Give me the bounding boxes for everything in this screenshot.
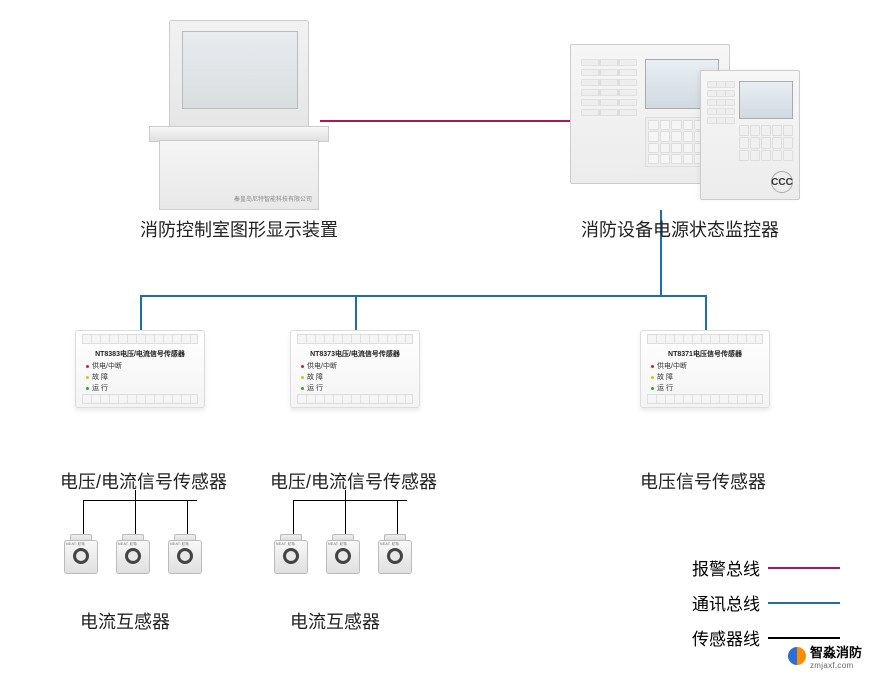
watermark: 智淼消防 zmjaxf.com	[788, 642, 862, 670]
sensor-title: NT8383电压/电流信号传感器	[84, 349, 196, 359]
watermark-logo-icon	[788, 647, 806, 665]
ccc-logo-icon: CCC	[771, 171, 793, 193]
sensor-status-rows: 供电/中断故 障运 行	[651, 361, 687, 394]
edge	[397, 500, 398, 534]
console-node: 秦皇岛尼特智能科技有限公司 消防控制室图形显示装置	[140, 20, 338, 242]
console-label: 消防控制室图形显示装置	[140, 216, 338, 242]
sensor-title: NT8371电压信号传感器	[649, 349, 761, 359]
edge	[293, 500, 294, 534]
sensor-status-rows: 供电/中断故 障运 行	[301, 361, 337, 394]
legend-label: 传感器线	[692, 625, 760, 650]
monitor-node: CCC 消防设备电源状态监控器	[570, 40, 790, 242]
edge	[83, 500, 197, 501]
current-transformer: NEAT 尼特	[374, 530, 416, 580]
edge	[705, 295, 707, 330]
sensor-status-rows: 供电/中断故 障运 行	[86, 361, 122, 394]
current-transformer: NEAT 尼特	[270, 530, 312, 580]
legend-swatch	[768, 602, 840, 604]
ct-group2-label: 电流互感器	[290, 608, 380, 634]
legend-label: 报警总线	[692, 555, 760, 580]
edge	[187, 500, 188, 534]
ct-group: NEAT 尼特NEAT 尼特NEAT 尼特	[60, 530, 206, 580]
edge	[293, 500, 407, 501]
current-transformer: NEAT 尼特	[112, 530, 154, 580]
monitor-illustration: CCC	[570, 40, 790, 210]
sensor3-label: 电压信号传感器	[640, 468, 766, 494]
edge	[135, 490, 136, 534]
sensor-group1-label: 电压/电流信号传感器	[60, 468, 227, 494]
edge	[320, 120, 570, 122]
ct-group: NEAT 尼特NEAT 尼特NEAT 尼特	[270, 530, 416, 580]
ct-group1-label: 电流互感器	[80, 608, 170, 634]
console-illustration: 秦皇岛尼特智能科技有限公司	[149, 20, 329, 210]
edge	[345, 490, 346, 534]
sensor-module: NT8383电压/电流信号传感器供电/中断故 障运 行	[75, 330, 205, 408]
sensor-group2-label: 电压/电流信号传感器	[270, 468, 437, 494]
legend-row: 报警总线	[692, 555, 840, 580]
sensor-illustration: NT8383电压/电流信号传感器供电/中断故 障运 行	[75, 330, 205, 408]
edge	[140, 295, 142, 330]
legend-row: 通讯总线	[692, 590, 840, 615]
monitor-label: 消防设备电源状态监控器	[581, 216, 779, 242]
current-transformer: NEAT 尼特	[164, 530, 206, 580]
sensor-module: NT8373电压/电流信号传感器供电/中断故 障运 行	[290, 330, 420, 408]
current-transformer: NEAT 尼特	[60, 530, 102, 580]
legend-swatch	[768, 567, 840, 569]
sensor-illustration: NT8373电压/电流信号传感器供电/中断故 障运 行	[290, 330, 420, 408]
watermark-cn: 智淼消防	[810, 642, 862, 661]
edge	[140, 295, 705, 297]
watermark-en: zmjaxf.com	[810, 661, 862, 670]
edge	[83, 500, 84, 534]
legend-label: 通讯总线	[692, 590, 760, 615]
sensor-module: NT8371电压信号传感器供电/中断故 障运 行	[640, 330, 770, 408]
legend-swatch	[768, 637, 840, 639]
sensor-illustration: NT8371电压信号传感器供电/中断故 障运 行	[640, 330, 770, 408]
sensor-title: NT8373电压/电流信号传感器	[299, 349, 411, 359]
console-vendor-text: 秦皇岛尼特智能科技有限公司	[234, 194, 312, 203]
edge	[355, 295, 357, 330]
current-transformer: NEAT 尼特	[322, 530, 364, 580]
